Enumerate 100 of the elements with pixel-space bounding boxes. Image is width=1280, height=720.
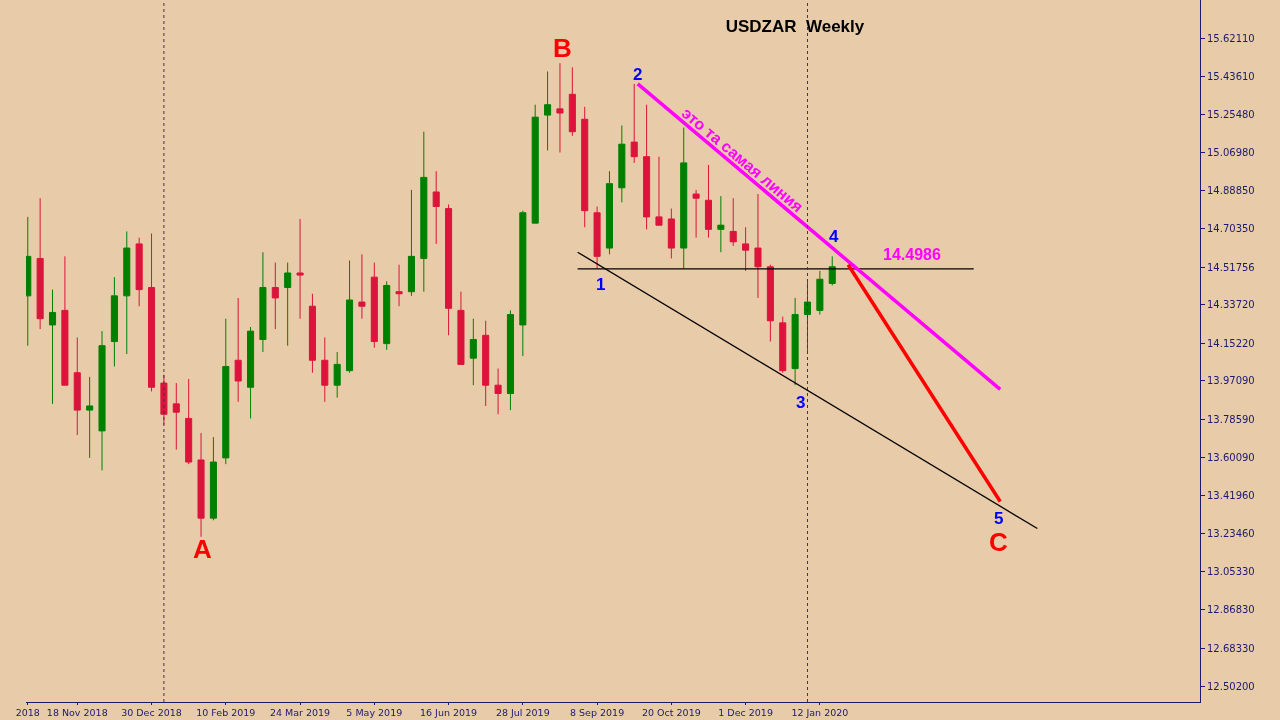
candlestick	[222, 318, 230, 465]
annotation: 14.4986	[883, 246, 941, 263]
annotation: 3	[796, 393, 806, 412]
candlestick	[407, 189, 415, 297]
y-tick-label: 14.70350	[1207, 223, 1255, 235]
candlestick	[271, 262, 279, 330]
candlestick	[247, 326, 255, 419]
candlestick	[148, 233, 156, 392]
x-tick-label: 5 May 2019	[346, 707, 403, 719]
annotation: B	[553, 33, 572, 63]
candlestick	[445, 203, 453, 336]
candlestick	[655, 156, 663, 226]
x-tick-label: 30 Dec 2018	[121, 707, 182, 719]
candlestick	[284, 262, 292, 347]
candlestick	[259, 251, 267, 353]
candlestick	[506, 309, 514, 411]
candlestick	[185, 378, 193, 465]
candlestick	[383, 280, 391, 351]
candlestick	[482, 320, 490, 407]
x-tick-label: 28 Jul 2019	[495, 707, 550, 719]
candlestick	[395, 264, 403, 307]
candlestick	[692, 189, 700, 239]
x-tick-label: 10 Feb 2019	[196, 707, 256, 719]
candlestick	[370, 262, 378, 349]
candlestick	[544, 70, 552, 151]
y-tick-label: 12.68330	[1207, 642, 1255, 654]
candlestick	[308, 293, 316, 374]
annotation: 2	[633, 65, 643, 84]
candlestick	[704, 164, 713, 239]
annotation: 1	[596, 275, 606, 294]
annotation: 4	[829, 227, 839, 246]
annotation: 5	[994, 509, 1004, 528]
y-tick-label: 15.25480	[1207, 108, 1255, 120]
candlestick	[717, 195, 725, 253]
candlestick	[729, 197, 737, 247]
annotation: A	[193, 534, 212, 564]
candlestick	[742, 226, 750, 272]
candlestick	[643, 104, 651, 230]
candlestick	[494, 368, 502, 415]
y-tick-label: 12.86830	[1207, 604, 1255, 616]
y-tick-label: 15.06980	[1207, 147, 1255, 159]
y-tick-label: 14.15220	[1207, 337, 1255, 349]
candlestick	[61, 255, 69, 386]
candlestick	[26, 216, 32, 347]
candlestick	[667, 208, 675, 259]
y-tick-label: 13.60090	[1207, 452, 1255, 464]
candlestick	[618, 124, 626, 203]
x-tick-label: 16 Jun 2019	[419, 707, 478, 719]
text: USDZAR Weekly	[725, 17, 865, 37]
candlestick	[358, 253, 366, 320]
candlestick	[48, 289, 57, 405]
candlestick	[469, 318, 477, 386]
candlestick	[172, 382, 180, 451]
candlestick	[98, 330, 106, 471]
x-tick-label: 8 Sep 2019	[570, 707, 625, 719]
x-tick-label: 20 Oct 2019	[641, 707, 701, 719]
x-tick-label: 12 Jan 2020	[791, 707, 849, 719]
candlestick	[779, 316, 787, 374]
candlestick	[86, 376, 94, 459]
candlestick	[581, 106, 589, 228]
candlestick	[197, 432, 205, 538]
candlestick	[333, 351, 341, 399]
y-tick-label: 13.41960	[1207, 489, 1255, 501]
x-tick-label: 1 Dec 2019	[718, 707, 773, 719]
candlestick	[346, 260, 354, 374]
y-tick-label: 13.05330	[1207, 565, 1255, 577]
candlestick	[630, 83, 638, 164]
y-tick-label: 13.78590	[1207, 413, 1255, 425]
candlestick	[519, 210, 527, 357]
candlestick	[828, 255, 836, 286]
candlestick	[605, 170, 613, 255]
candlestick	[296, 218, 304, 320]
x-tick-label: 2018	[15, 707, 40, 719]
candlestick	[556, 62, 564, 153]
y-tick-label: 15.62110	[1207, 32, 1255, 44]
candlestick	[123, 230, 131, 355]
candlestick	[791, 297, 799, 386]
candlestick	[766, 264, 774, 343]
annotation: C	[989, 527, 1008, 557]
y-tick-label: 14.88850	[1207, 184, 1255, 196]
y-tick-label: 13.97090	[1207, 375, 1255, 387]
candlestick	[36, 197, 44, 330]
candlestick	[321, 336, 329, 403]
candlestick	[420, 131, 428, 293]
candlestick	[593, 206, 601, 270]
candlestick	[234, 297, 242, 403]
y-tick-label: 14.51756	[1207, 261, 1255, 273]
candlestick	[432, 170, 440, 245]
candlestick	[531, 104, 539, 224]
y-tick-label: 15.43610	[1207, 70, 1255, 82]
candlestick	[457, 291, 465, 365]
candlestick	[110, 276, 118, 367]
candlestick	[135, 237, 143, 307]
y-tick-label: 14.33720	[1207, 299, 1255, 311]
candlestick	[754, 193, 762, 299]
candlestick	[816, 270, 824, 316]
y-tick-label: 13.23460	[1207, 528, 1255, 540]
x-tick-label: 18 Nov 2018	[46, 707, 108, 719]
y-tick-label: 12.50200	[1207, 680, 1255, 692]
x-tick-label: 24 Mar 2019	[269, 707, 331, 719]
